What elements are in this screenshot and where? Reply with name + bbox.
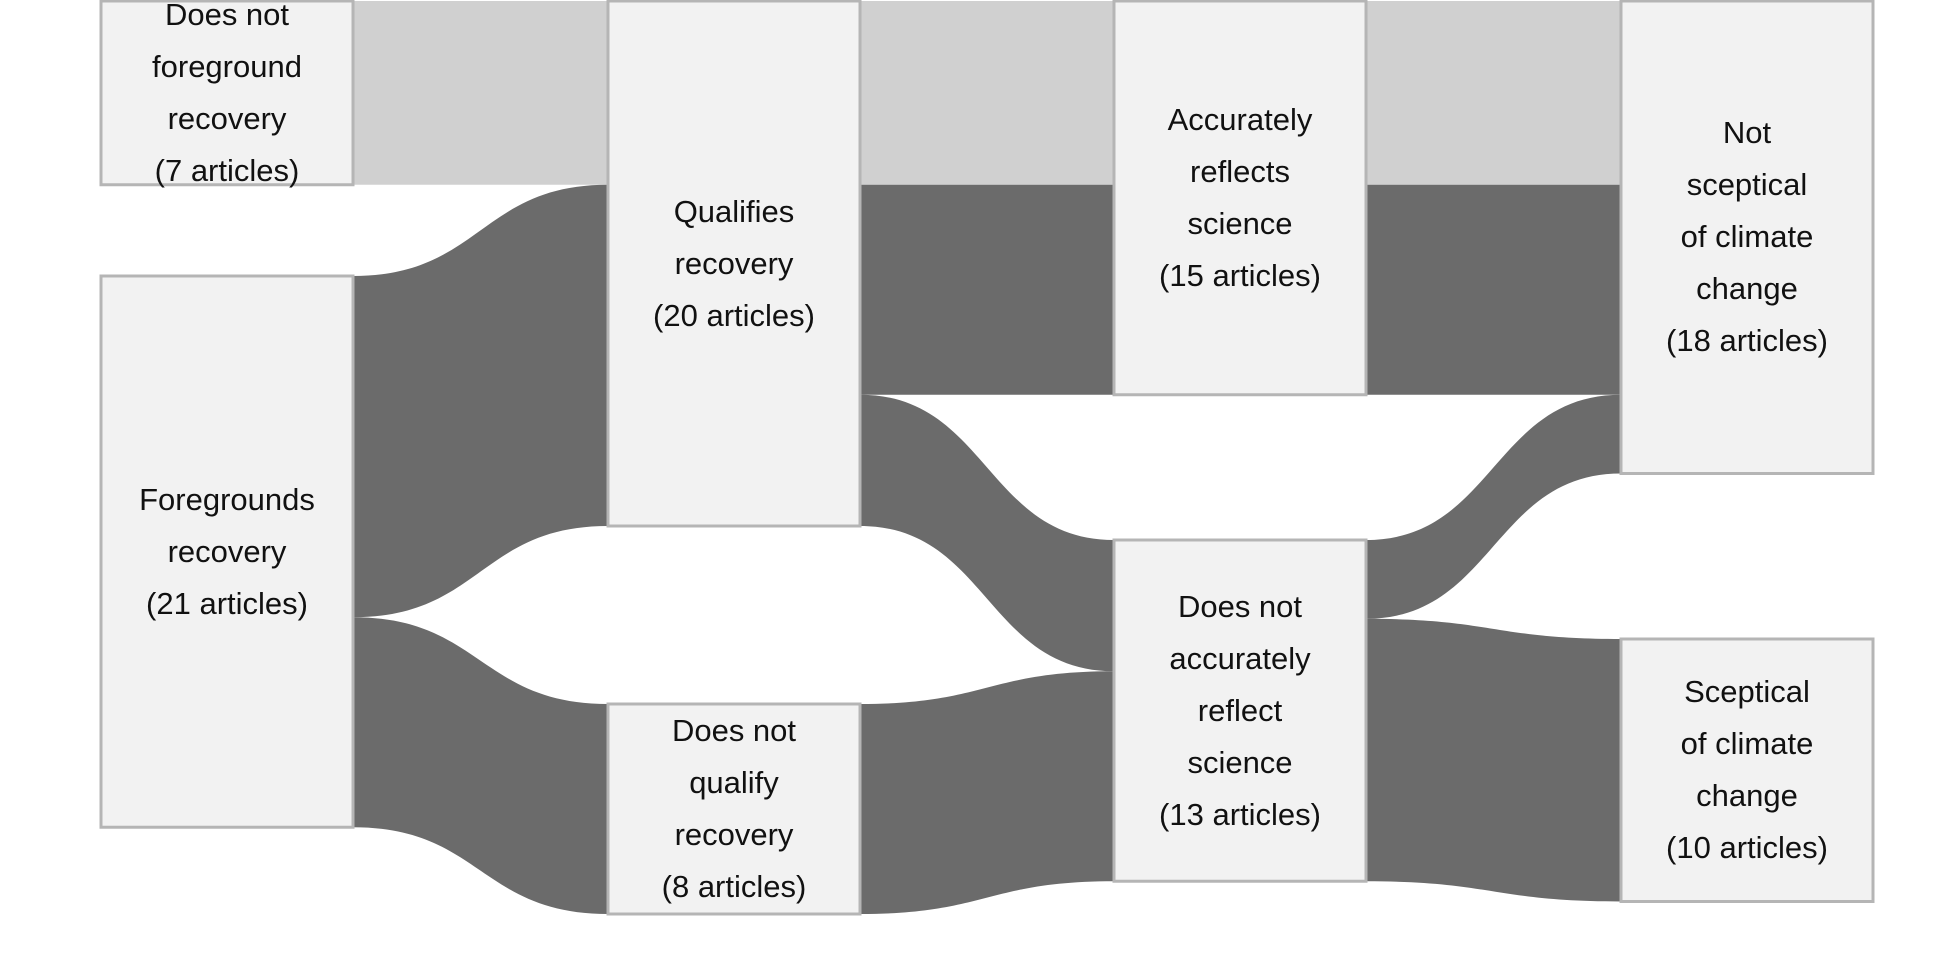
node-label-line: (21 articles) xyxy=(146,585,308,621)
link-does-not-accurately-reflect-to-not-sceptical-9 xyxy=(1366,394,1621,619)
link-accurately-reflects-to-not-sceptical-7 xyxy=(1366,1,1621,185)
node-foregrounds xyxy=(99,274,355,829)
node-label-accurately-reflects: Accurately reflects science (15 articles) xyxy=(1114,1,1366,395)
link-accurately-reflects-to-not-sceptical-8 xyxy=(1366,184,1621,395)
node-label-line: science xyxy=(1187,205,1293,241)
node-label-does-not-qualify: Does not qualify recovery (8 articles) xyxy=(608,704,860,914)
node-sceptical xyxy=(1619,637,1875,903)
node-label-line: Accurately xyxy=(1167,101,1313,137)
node-label-line: Does not xyxy=(1177,588,1303,624)
node-does-not-qualify xyxy=(606,702,862,916)
node-label-line: science xyxy=(1187,744,1293,780)
node-does-not-accurately-reflect xyxy=(1112,538,1368,883)
node-label-foregrounds: Foregrounds recovery (21 articles) xyxy=(101,276,353,827)
node-label-line: recovery xyxy=(167,100,287,136)
link-qualifies-to-accurately-reflects-3 xyxy=(860,1,1114,185)
link-foregrounds-to-does-not-qualify-2 xyxy=(353,617,608,914)
node-label-line: accurately xyxy=(1169,640,1311,676)
node-label-line: recovery xyxy=(167,533,287,569)
node-label-line: foreground xyxy=(152,48,302,84)
node-label-qualifies: Qualifies recovery (20 articles) xyxy=(608,1,860,526)
node-qualifies xyxy=(606,0,862,528)
node-label-line: recovery xyxy=(674,245,794,281)
node-label-line: (7 articles) xyxy=(154,152,300,188)
node-accurately-reflects xyxy=(1112,0,1368,397)
link-does-not-qualify-to-does-not-accurately-reflect-6 xyxy=(860,671,1114,914)
node-label-line: (10 articles) xyxy=(1666,830,1828,866)
link-foregrounds-to-qualifies-1 xyxy=(353,184,608,618)
node-label-line: Sceptical xyxy=(1684,674,1810,710)
link-does-not-accurately-reflect-to-sceptical-10 xyxy=(1366,618,1621,902)
node-label-line: of climate xyxy=(1680,219,1814,255)
link-qualifies-to-accurately-reflects-4 xyxy=(860,184,1114,395)
node-label-line: change xyxy=(1696,271,1798,307)
node-label-line: (20 articles) xyxy=(653,297,815,333)
node-not-sceptical xyxy=(1619,0,1875,475)
node-label-line: qualify xyxy=(689,765,779,800)
node-label-line: sceptical xyxy=(1686,167,1808,203)
node-label-line: Foregrounds xyxy=(139,481,315,517)
node-label-line: reflects xyxy=(1190,153,1290,189)
node-label-line: change xyxy=(1696,778,1798,814)
sankey-links xyxy=(353,1,1621,914)
node-does-not-foreground xyxy=(99,0,355,187)
node-label-not-sceptical: Not sceptical of climate change (18 articles… xyxy=(1621,1,1873,474)
node-label-does-not-foreground: Does not foreground recovery (7 articles) xyxy=(101,0,353,188)
node-label-line: Qualifies xyxy=(673,193,795,229)
sankey-nodes xyxy=(99,0,1875,916)
node-label-line: Does not xyxy=(671,713,797,748)
node-label-line: (8 articles) xyxy=(661,869,807,904)
node-label-line: (18 articles) xyxy=(1666,323,1828,359)
node-label-line: (15 articles) xyxy=(1159,257,1321,293)
link-does-not-foreground-to-qualifies-0 xyxy=(353,1,608,185)
node-label-line: reflect xyxy=(1197,692,1283,728)
node-label-line: Not xyxy=(1722,115,1772,151)
node-label-line: recovery xyxy=(674,817,794,852)
link-qualifies-to-does-not-accurately-reflect-5 xyxy=(860,394,1114,672)
node-label-sceptical: Sceptical of climate change (10 articles) xyxy=(1621,639,1873,902)
node-label-line: Does not xyxy=(164,0,290,32)
node-label-line: of climate xyxy=(1680,726,1814,762)
node-label-does-not-accurately-reflect: Does not accurately reflect science (13 arti… xyxy=(1114,540,1366,881)
node-label-line: (13 articles) xyxy=(1159,796,1321,832)
